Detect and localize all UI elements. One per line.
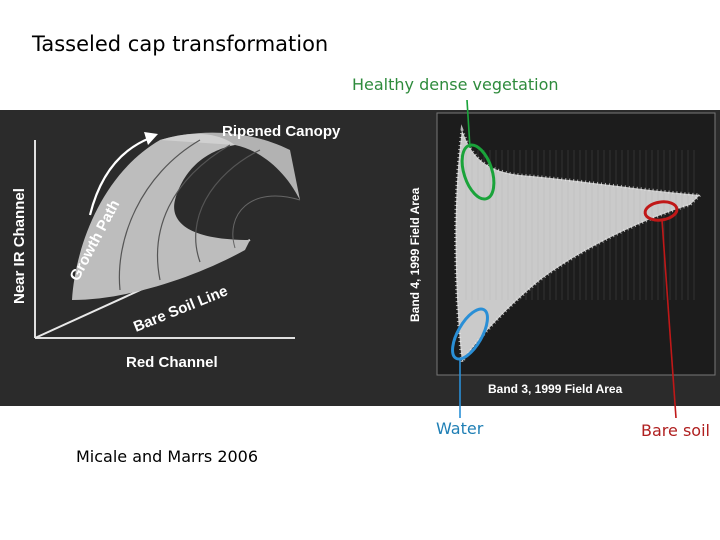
growth-region (72, 133, 250, 300)
bare-soil-callout: Bare soil (641, 421, 710, 440)
growth-arrow (88, 136, 151, 216)
vegetation-ellipse (460, 143, 496, 201)
slide-title: Tasseled cap transformation (32, 32, 329, 56)
bare-soil-ellipse (643, 200, 679, 222)
vegetation-leader-line (466, 99, 471, 149)
band3-axis-label: Band 3, 1999 Field Area (488, 382, 623, 396)
growth-curve (195, 149, 261, 263)
growth-curve (118, 139, 201, 291)
band4-axis-label: Band 4, 1999 Field Area (408, 187, 422, 322)
growth-curve (232, 195, 301, 249)
red-channel-axis-label: Red Channel (126, 354, 218, 371)
scatter-cloud (455, 130, 700, 362)
growth-curve (156, 144, 231, 281)
source-credit: Micale and Marrs 2006 (76, 447, 259, 466)
water-callout: Water (436, 419, 484, 438)
tasseled-cap-figure: Ripened Canopy Growth Path Bare Soil Lin… (0, 110, 720, 406)
near-ir-axis-label: Near IR Channel (11, 188, 28, 304)
canopy-flare (160, 132, 300, 200)
growth-arrow-head (144, 132, 158, 145)
scatter-grid (465, 150, 695, 300)
water-ellipse (451, 307, 489, 361)
ripened-canopy-label: Ripened Canopy (222, 123, 341, 140)
vegetation-callout: Healthy dense vegetation (352, 75, 559, 94)
bare-soil-leader-line (661, 219, 677, 419)
